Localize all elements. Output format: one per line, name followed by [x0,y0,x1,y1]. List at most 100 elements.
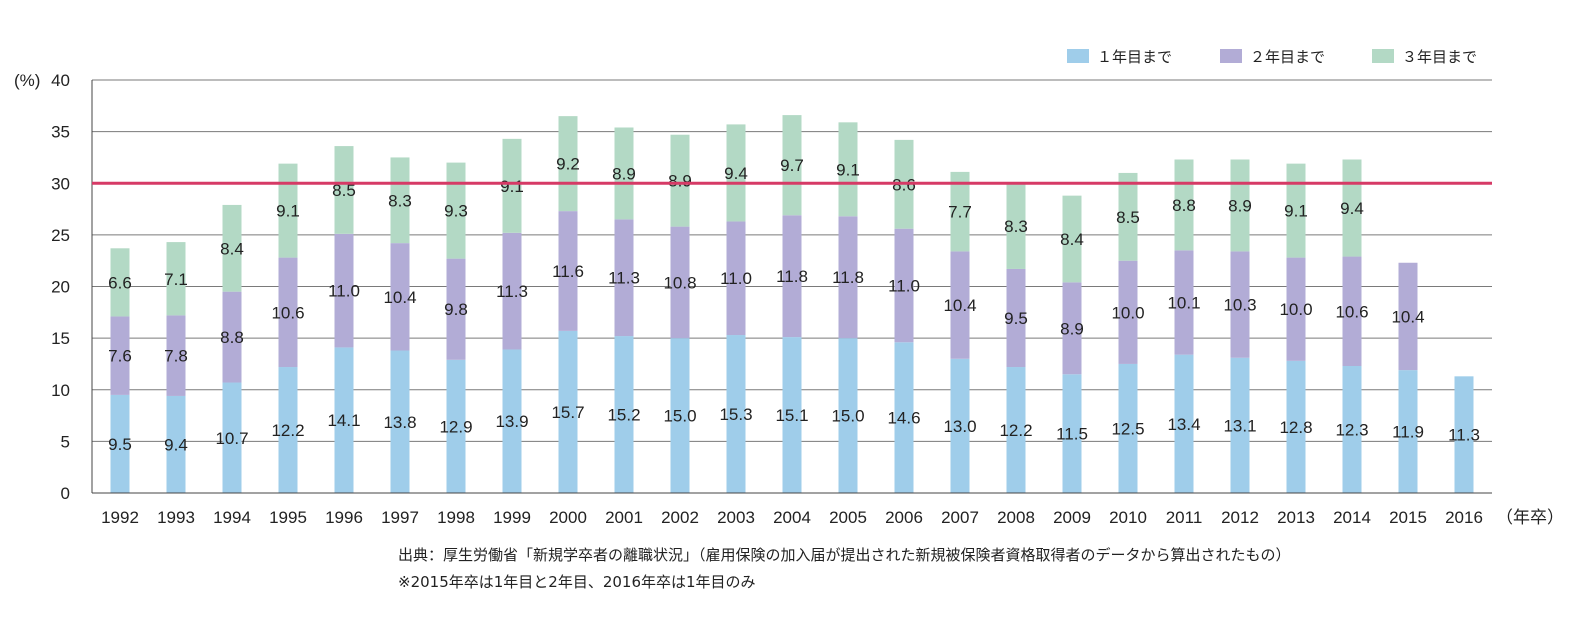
data-label: 10.1 [1167,294,1200,313]
legend-label: ３年目まで [1402,48,1477,66]
legend-label: ２年目まで [1250,48,1325,66]
bar-segment [726,221,746,336]
x-tick-label: 1996 [325,508,363,527]
bar-segment [1454,376,1474,493]
data-label: 9.4 [724,164,748,183]
data-label: 9.1 [500,177,524,196]
bar-segment [166,315,186,396]
bar-segment [1398,370,1418,493]
x-tick-label: 2014 [1333,508,1371,527]
bar-segment [838,122,858,217]
bar-segment [782,215,802,338]
x-tick-label: 2002 [661,508,699,527]
data-label: 8.8 [220,328,244,347]
bar-segment [670,338,690,493]
data-label: 9.4 [1340,199,1364,218]
x-tick-label: 2016 [1445,508,1483,527]
data-label: 12.5 [1111,419,1144,438]
bar-segment [502,138,522,233]
data-label: 7.7 [948,203,972,222]
bar-segment [334,146,354,234]
bar-segment [390,243,410,351]
data-label: 11.5 [1056,425,1088,444]
bar-segment [1062,282,1082,375]
bar-segment [446,162,466,259]
x-tick-label: 1995 [269,508,307,527]
bar-segment [950,358,970,493]
bar-segment [110,394,130,493]
x-tick-label: 1998 [437,508,475,527]
data-label: 12.3 [1335,421,1368,440]
bar-segment [278,367,298,493]
bar-segment [166,242,186,316]
data-label: 11.9 [1392,423,1424,442]
x-tick-label: 2001 [605,508,643,527]
y-tick-label: 30 [51,174,70,193]
x-tick-label: 1997 [381,508,419,527]
y-tick-label: 25 [51,226,70,245]
data-label: 9.4 [164,435,188,454]
data-label: 11.3 [496,282,528,301]
bar-segment [1006,367,1026,493]
bar-segment [1286,360,1306,493]
x-tick-label: 1994 [213,508,251,527]
x-tick-label: 2012 [1221,508,1259,527]
x-tick-label: 2008 [997,508,1035,527]
bar-segment [222,291,242,383]
data-label: 15.1 [775,406,808,425]
bar-segment [446,359,466,493]
bar-segment [446,258,466,360]
data-label: 15.2 [607,406,640,425]
data-label: 15.0 [663,407,696,426]
y-tick-label: 5 [61,432,70,451]
bar-segment [278,257,298,368]
bar-segment [110,316,130,395]
x-tick-label: 2013 [1277,508,1315,527]
data-label: 8.3 [388,191,412,210]
x-tick-label: 2009 [1053,508,1091,527]
bar-segment [1286,163,1306,258]
bar-segment [502,349,522,493]
data-label: 8.5 [1116,208,1140,227]
bar-segment [1118,363,1138,493]
bar-segment [950,171,970,252]
bar-segment [726,124,746,222]
bar-segment [670,226,690,339]
data-label: 8.9 [668,172,692,191]
data-label: 10.4 [1391,307,1424,326]
data-label: 11.3 [1448,426,1480,445]
bar-segment [1230,251,1250,358]
data-label: 13.9 [495,412,528,431]
bar-segment [1286,257,1306,361]
x-tick-label: 1992 [101,508,139,527]
bars [110,115,1474,493]
data-label: 11.0 [328,282,360,301]
x-tick-label: 1993 [157,508,195,527]
data-label: 8.9 [1228,196,1252,215]
data-label: 9.5 [108,435,132,454]
bar-segment [390,350,410,493]
data-label: 10.7 [215,429,248,448]
legend-swatch [1067,49,1089,63]
data-label: 14.1 [327,411,360,430]
data-label: 11.0 [720,269,752,288]
x-tick-label: 1999 [493,508,531,527]
bar-segment [894,342,914,493]
source-note: 出典：厚生労働省「新規学卒者の離職状況」（雇用保険の加入届が提出された新規被保険… [398,546,1291,564]
bar-segment [1342,366,1362,493]
bar-segment [950,251,970,359]
data-label: 9.5 [1004,309,1028,328]
bar-segment [1118,172,1138,261]
data-label: 10.4 [383,288,416,307]
data-label: 14.6 [887,409,920,428]
data-label: 8.8 [1172,196,1196,215]
data-label: 8.6 [892,175,916,194]
data-label: 8.4 [1060,230,1084,249]
x-tick-label: 2010 [1109,508,1147,527]
data-label: 10.8 [663,273,696,292]
bar-segment [1118,260,1138,364]
bar-segment [390,157,410,244]
y-tick-label: 0 [61,484,70,503]
bar-segment [558,211,578,331]
y-tick-label: 35 [51,123,70,142]
